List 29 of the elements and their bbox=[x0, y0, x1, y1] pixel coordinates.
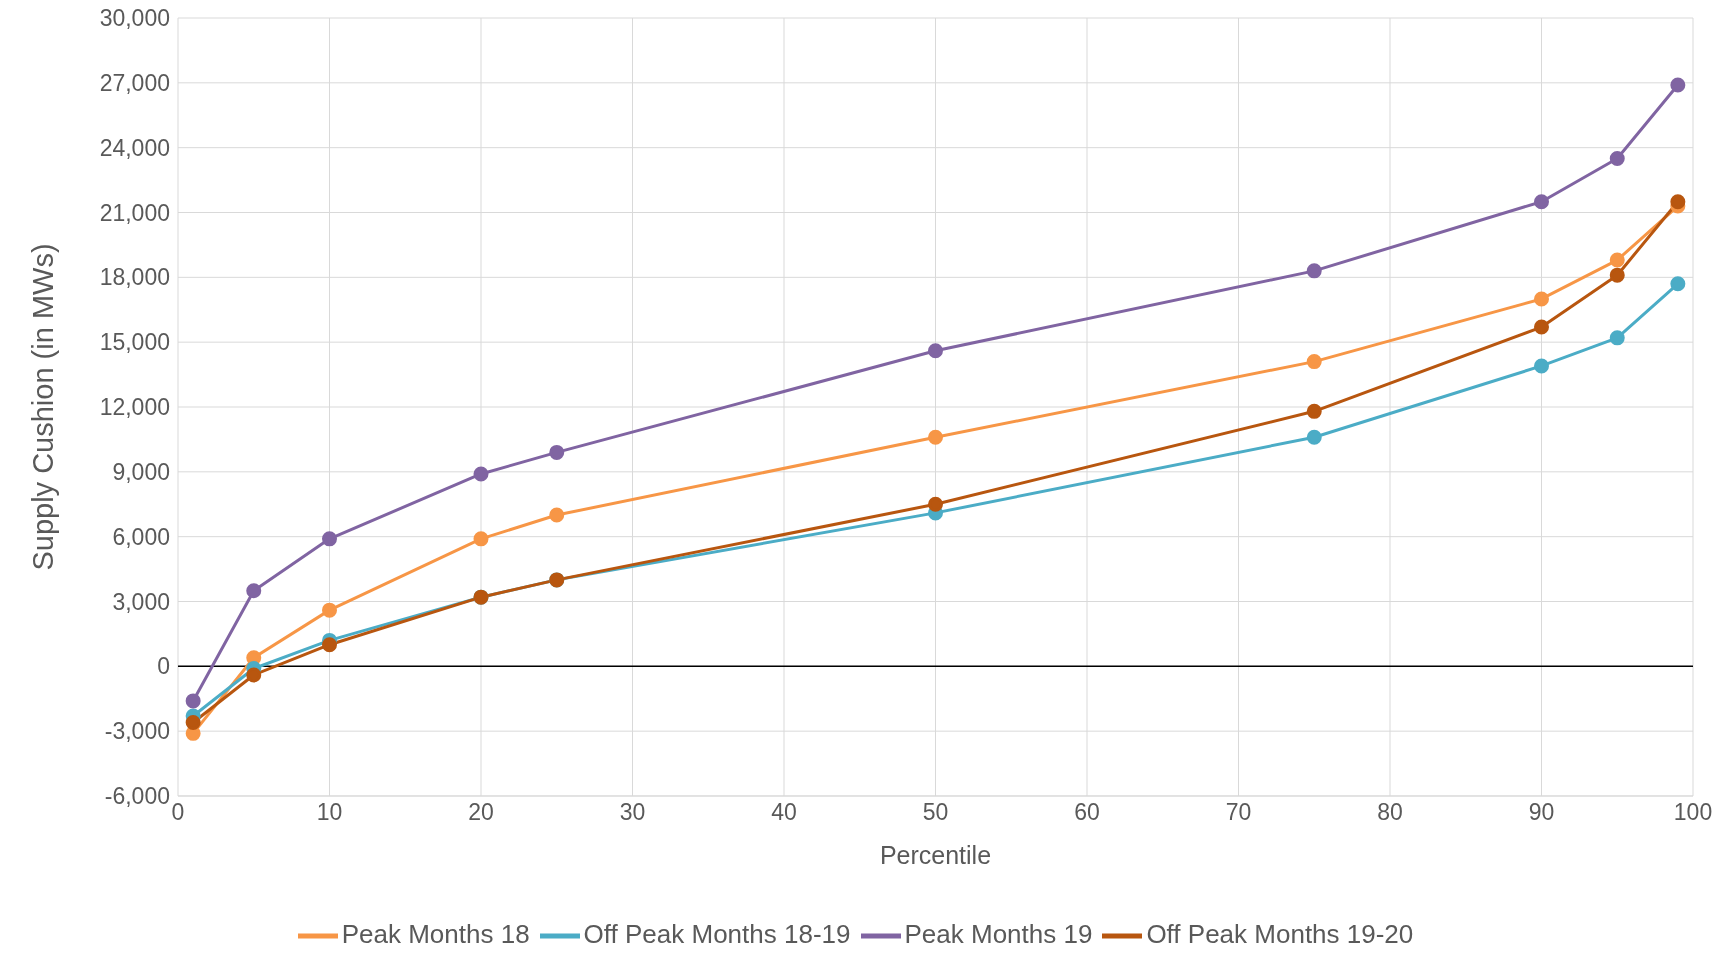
y-tick-label: 9,000 bbox=[112, 459, 170, 485]
legend-label: Off Peak Months 19-20 bbox=[1146, 918, 1414, 949]
legend-label: Peak Months 19 bbox=[904, 918, 1093, 949]
x-tick-label: 70 bbox=[1225, 799, 1252, 826]
x-tick-label: 10 bbox=[316, 799, 343, 826]
x-tick-label: 50 bbox=[922, 799, 949, 826]
legend-label: Peak Months 18 bbox=[341, 918, 530, 949]
x-tick-label: 90 bbox=[1528, 799, 1555, 826]
y-tick-label: 18,000 bbox=[99, 264, 170, 291]
x-tick-label: 80 bbox=[1377, 799, 1403, 826]
y-tick-label: 27,000 bbox=[99, 70, 170, 96]
x-tick-label: 20 bbox=[468, 799, 494, 826]
y-tick-label: -6,000 bbox=[104, 783, 170, 810]
x-tick-label: 60 bbox=[1074, 799, 1100, 826]
y-tick-label: 0 bbox=[157, 653, 170, 680]
y-axis-title: Supply Cushion (in MWs) bbox=[27, 243, 60, 571]
x-tick-label: 30 bbox=[619, 799, 646, 826]
legend-label: Off Peak Months 18-19 bbox=[583, 918, 851, 949]
y-tick-label: 15,000 bbox=[99, 329, 170, 356]
y-tick-label: 3,000 bbox=[112, 588, 170, 615]
y-tick-label: 30,000 bbox=[99, 5, 170, 32]
x-axis-title: Percentile bbox=[879, 840, 992, 869]
y-tick-label: -3,000 bbox=[104, 718, 170, 745]
y-tick-label: 21,000 bbox=[99, 199, 170, 226]
x-tick-label: 100 bbox=[1673, 799, 1713, 826]
y-tick-label: 6,000 bbox=[112, 523, 170, 550]
y-tick-label: 12,000 bbox=[99, 394, 170, 421]
x-tick-label: 40 bbox=[771, 799, 797, 826]
y-tick-label: 24,000 bbox=[99, 134, 170, 161]
